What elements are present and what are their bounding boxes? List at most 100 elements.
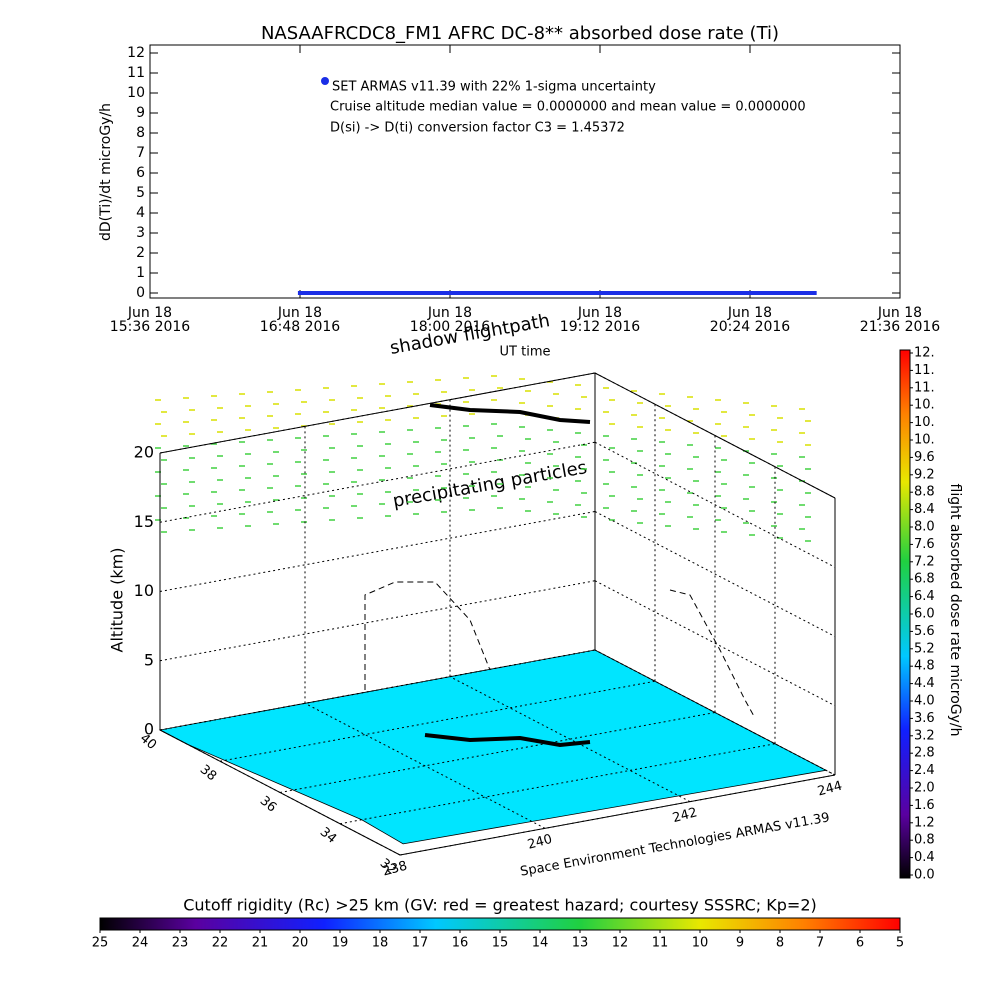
y-tick-label: 12 bbox=[127, 45, 145, 61]
z-axis-label: Altitude (km) bbox=[108, 548, 127, 653]
grid-line bbox=[594, 511, 836, 637]
colorbar-tick-label: 7 bbox=[816, 936, 824, 951]
colorbar-tick-label: 12. bbox=[914, 346, 935, 361]
y-tick-label: 11 bbox=[127, 65, 145, 81]
colorbar-tick-label: 4.0 bbox=[914, 694, 935, 709]
grid-line bbox=[594, 441, 836, 568]
grid-line bbox=[159, 649, 596, 731]
legend-marker bbox=[321, 77, 329, 85]
grid-line bbox=[159, 580, 596, 662]
colorbar-tick-label: 2.0 bbox=[914, 781, 935, 796]
y-tick-label: 40 bbox=[137, 731, 159, 753]
annotation: Cruise altitude median value = 0.0000000… bbox=[330, 100, 806, 115]
z-tick-label: 5 bbox=[144, 650, 154, 669]
colorbar-tick-label: 16 bbox=[452, 936, 469, 951]
y-axis-label: dD(Ti)/dt microGy/h bbox=[98, 103, 114, 241]
colorbar-tick-label: 13 bbox=[572, 936, 589, 951]
z-tick-label: 20 bbox=[134, 443, 154, 462]
x-tick-label: Jun 18 15:36 2016 bbox=[109, 305, 191, 335]
axis-line bbox=[594, 372, 836, 499]
colorbar-tick-label: 12 bbox=[612, 936, 629, 951]
axis-line bbox=[159, 729, 401, 856]
colorbar-label: Cutoff rigidity (Rc) >25 km (GV: red = g… bbox=[183, 896, 817, 915]
y-tick-label: 10 bbox=[127, 85, 145, 101]
y-tick-label: 34 bbox=[317, 825, 339, 847]
colorbar-tick-label: 5.2 bbox=[914, 641, 935, 656]
flight-track bbox=[424, 403, 591, 748]
z-tick-label: 0 bbox=[144, 720, 154, 739]
colorbar-tick-label: 20 bbox=[292, 936, 309, 951]
colorbar-tick-label: 19 bbox=[332, 936, 349, 951]
colorbar-tick-label: 9.6 bbox=[914, 450, 935, 465]
colorbar-tick-label: 6.8 bbox=[914, 572, 935, 587]
colorbar bbox=[99, 917, 901, 931]
colorbar-label: flight absorbed dose rate microGy/h bbox=[947, 484, 963, 737]
colorbar-tick-label: 6.0 bbox=[914, 607, 935, 622]
axis-line bbox=[399, 774, 836, 856]
y-tick-label: 7 bbox=[136, 145, 145, 161]
grid-line bbox=[449, 676, 691, 803]
colorbar-tick-label: 14 bbox=[532, 936, 549, 951]
x-tick-label: 238 bbox=[381, 859, 409, 880]
y-tick-label: 8 bbox=[136, 125, 145, 141]
z-tick-label: 15 bbox=[134, 512, 154, 531]
colorbar bbox=[899, 349, 911, 879]
grid-line bbox=[279, 712, 716, 793]
colorbar-tick-label: 10. bbox=[914, 433, 935, 448]
annotation: precipitating particles bbox=[391, 457, 588, 512]
colorbar-tick-label: 18 bbox=[372, 936, 389, 951]
colorbar-tick-label: 2.8 bbox=[914, 746, 935, 761]
y-tick-label: 5 bbox=[136, 185, 145, 201]
y-tick-label: 2 bbox=[136, 245, 145, 261]
axis-line bbox=[159, 372, 596, 454]
colorbar-tick-label: 9 bbox=[736, 936, 744, 951]
colorbar-tick-label: 0.8 bbox=[914, 833, 935, 848]
colorbar-tick-label: 10. bbox=[914, 398, 935, 413]
annotation: D(si) -> D(ti) conversion factor C3 = 1.… bbox=[330, 121, 625, 136]
grid-line bbox=[594, 580, 836, 707]
colorbar-tick-label: 10. bbox=[914, 415, 935, 430]
colorbar-tick-label: 7.2 bbox=[914, 554, 935, 569]
colorbar-tick-label: 24 bbox=[132, 936, 149, 951]
colorbar-tick-label: 2.4 bbox=[914, 763, 935, 778]
colorbar-tick-label: 25 bbox=[92, 936, 109, 951]
grid-line bbox=[304, 702, 546, 829]
colorbar-tick-label: 15 bbox=[492, 936, 509, 951]
x-tick-label: 242 bbox=[671, 805, 699, 826]
colorbar-tick-label: 8 bbox=[776, 936, 784, 951]
colorbar-tick-label: 11. bbox=[914, 380, 935, 395]
colorbar-tick-label: 4.8 bbox=[914, 659, 935, 674]
colorbar-tick-label: 11. bbox=[914, 363, 935, 378]
colorbar-tick-label: 17 bbox=[412, 936, 429, 951]
colorbar-tick-label: 11 bbox=[652, 936, 669, 951]
colorbar-tick-label: 7.6 bbox=[914, 537, 935, 552]
y-tick-label: 6 bbox=[136, 165, 145, 181]
colorbar-tick-label: 3.6 bbox=[914, 711, 935, 726]
plot-frame bbox=[149, 44, 901, 299]
grid-line bbox=[219, 680, 656, 762]
colorbar-tick-label: 0.4 bbox=[914, 850, 935, 865]
legend-label: SET ARMAS v11.39 with 22% 1-sigma uncert… bbox=[332, 80, 656, 95]
colorbar-tick-label: 23 bbox=[172, 936, 189, 951]
y-tick-label: 0 bbox=[136, 285, 145, 301]
colorbar-tick-label: 5.6 bbox=[914, 624, 935, 639]
colorbar-tick-label: 8.4 bbox=[914, 502, 935, 517]
y-tick-label: 9 bbox=[136, 105, 145, 121]
colorbar-tick-label: 6.4 bbox=[914, 589, 935, 604]
y-tick-label: 36 bbox=[257, 793, 279, 815]
y-tick-label: 1 bbox=[136, 265, 145, 281]
flight-path bbox=[364, 581, 756, 719]
grid-line bbox=[159, 511, 596, 592]
x-tick-label: Jun 18 16:48 2016 bbox=[259, 305, 341, 335]
chart-title: NASAAFRCDC8_FM1 AFRC DC-8** absorbed dos… bbox=[261, 23, 779, 44]
grid-line bbox=[159, 441, 596, 523]
x-tick-label: 240 bbox=[526, 832, 554, 853]
land-surface bbox=[158, 649, 828, 845]
colorbar-tick-label: 4.4 bbox=[914, 676, 935, 691]
colorbar-tick-label: 8.8 bbox=[914, 485, 935, 500]
x-tick-label: Jun 18 21:36 2016 bbox=[859, 305, 941, 335]
colorbar-tick-label: 0.0 bbox=[914, 868, 935, 883]
x-tick-label: Jun 18 19:12 2016 bbox=[559, 305, 641, 335]
